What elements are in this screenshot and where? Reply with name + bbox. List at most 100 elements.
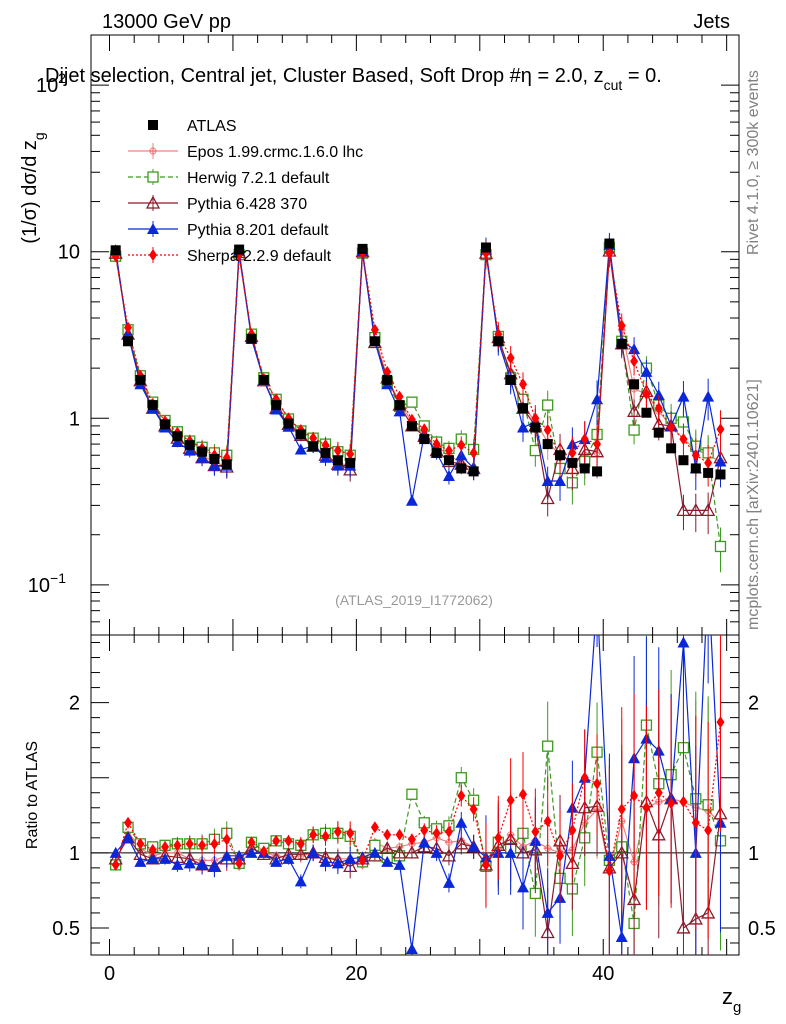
data-point	[541, 475, 554, 487]
data-point	[701, 503, 716, 517]
main-y-label: (1/σ) dσ/d zg	[19, 132, 47, 243]
data-point	[542, 399, 554, 411]
legend-item: ATLAS	[148, 118, 237, 135]
data-point	[519, 378, 527, 391]
data-point	[518, 403, 528, 414]
ratio-point	[677, 636, 690, 648]
data-point	[543, 424, 552, 437]
ratio-point	[393, 858, 406, 870]
ratio-point	[198, 839, 207, 852]
ratio-point	[146, 852, 159, 864]
x-tick-label: 0	[104, 963, 115, 985]
data-point	[666, 443, 677, 454]
data-point	[530, 422, 541, 433]
ratio-point	[381, 855, 394, 867]
data-point	[110, 245, 121, 256]
selection-main: Dijet selection, Central jet, Cluster Ba…	[45, 65, 604, 87]
ratio-point	[185, 837, 194, 850]
ratio-point	[654, 786, 663, 799]
ratio-point	[210, 837, 219, 850]
data-point	[160, 419, 171, 430]
ratio-point	[233, 849, 246, 861]
selection-title: Dijet selection, Central jet, Cluster Ba…	[45, 65, 662, 93]
data-point	[653, 427, 664, 438]
legend-marker-ring	[149, 147, 157, 155]
data-point	[444, 444, 453, 457]
data-point	[604, 238, 615, 249]
main-y-label-text: (1/σ) dσ/d z	[19, 140, 41, 244]
data-point	[406, 396, 418, 408]
ratio-point	[556, 849, 565, 862]
main-y-tick-exp: 2	[58, 70, 66, 86]
ratio-point	[519, 788, 527, 801]
legend-marker	[147, 171, 159, 183]
main-y-label-sub: g	[31, 132, 47, 140]
main-y-tick-exp: −1	[50, 570, 66, 586]
legend-marker	[145, 195, 161, 209]
ratio-point	[642, 801, 651, 814]
ratio-y-tick-label-left: 2	[69, 693, 80, 715]
data-point	[246, 333, 257, 344]
data-point	[383, 365, 392, 378]
category-label: Jets	[693, 11, 730, 33]
ratio-panel-frame	[90, 634, 740, 956]
data-point	[555, 450, 566, 461]
ratio-point	[161, 840, 170, 853]
data-point	[517, 421, 529, 433]
ratio-point	[109, 846, 122, 858]
main-data-layer	[108, 232, 728, 573]
ratio-point	[235, 857, 244, 870]
ratio-point	[358, 854, 367, 867]
legend-marker	[147, 223, 159, 234]
x-axis-label-text: z	[722, 984, 733, 1009]
data-point	[442, 470, 455, 482]
ratio-point	[284, 834, 293, 847]
ratio-point	[543, 815, 552, 828]
ratio-point	[111, 858, 120, 871]
main-y-tick-label: 10	[58, 242, 80, 264]
ratio-point	[282, 852, 295, 864]
legend-marker	[148, 120, 158, 130]
ratio-point	[442, 876, 455, 888]
ratio-point	[679, 795, 688, 808]
data-point	[308, 441, 319, 452]
ratio-point	[494, 831, 503, 844]
ratio-point	[444, 825, 453, 838]
data-point	[652, 388, 665, 400]
ratio-point	[405, 942, 418, 954]
data-point	[394, 400, 405, 411]
ratio-point	[380, 840, 395, 854]
data-point	[171, 436, 184, 448]
data-point	[271, 400, 282, 411]
ratio-y-tick-label-left: 1	[69, 843, 80, 865]
ratio-point	[272, 834, 281, 847]
ratio-point	[392, 845, 407, 859]
data-point	[715, 469, 726, 480]
ratio-point	[617, 803, 626, 816]
ratio-point	[457, 789, 466, 802]
legend-label: Sherpa 2.2.9 default	[187, 248, 332, 265]
data-point	[568, 446, 577, 459]
ratio-point	[580, 771, 589, 784]
data-point	[480, 242, 491, 253]
data-point	[197, 446, 208, 457]
data-point	[124, 321, 133, 334]
data-point	[579, 463, 590, 474]
ratio-point	[296, 837, 305, 850]
ratio-line	[115, 722, 722, 872]
data-point	[196, 451, 209, 463]
data-point	[531, 412, 540, 425]
data-point	[605, 247, 614, 260]
main-y-tick-label: 1	[69, 408, 80, 430]
data-point	[654, 402, 663, 415]
main-y-tick-label: 10−1	[28, 570, 66, 597]
ratio-point	[691, 816, 700, 829]
ratio-point	[247, 836, 256, 849]
data-point	[690, 463, 701, 474]
data-point	[630, 355, 639, 368]
ratio-point	[568, 824, 577, 837]
ratio-point	[630, 789, 639, 802]
ratio-point	[222, 833, 231, 846]
series-line	[115, 252, 721, 470]
ratio-point	[430, 846, 443, 858]
